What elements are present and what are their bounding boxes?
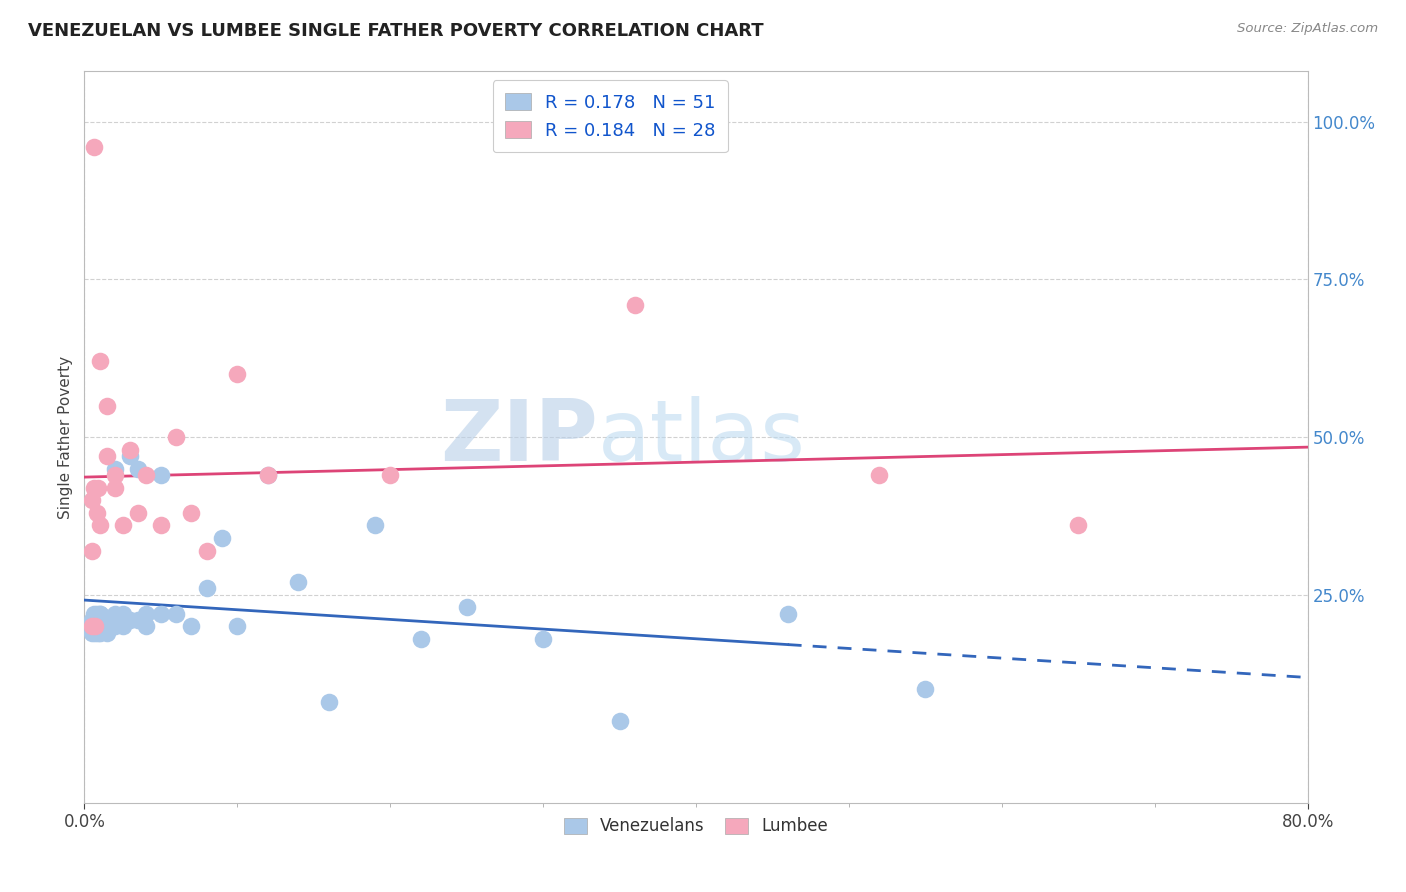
Point [86,613,108,627]
Point [409,632,432,646]
Point [80,543,103,558]
Point [180,506,202,520]
Point [84,613,107,627]
Point [104,467,127,482]
Point [86,619,108,633]
Text: Source: ZipAtlas.com: Source: ZipAtlas.com [1237,22,1378,36]
Point [86,506,108,520]
Point [776,607,799,621]
Point [96,449,118,463]
Point [111,619,134,633]
Point [364,518,387,533]
Point [80,625,103,640]
Point [87,613,110,627]
Point [89,619,111,633]
Point [149,607,172,621]
Point [80,613,103,627]
Point [80,493,103,508]
Point [83,481,105,495]
Legend: Venezuelans, Lumbee: Venezuelans, Lumbee [557,811,835,842]
Point [1067,518,1090,533]
Point [120,613,142,627]
Point [914,682,936,697]
Point [135,607,157,621]
Point [135,467,157,482]
Point [84,625,107,640]
Point [83,607,105,621]
Point [89,613,111,627]
Point [89,518,111,533]
Point [87,619,110,633]
Point [257,467,280,482]
Y-axis label: Single Father Poverty: Single Father Poverty [58,356,73,518]
Point [104,607,127,621]
Point [127,613,149,627]
Point [149,467,172,482]
Point [87,625,110,640]
Point [211,531,233,545]
Point [84,619,107,633]
Point [83,140,105,154]
Point [87,481,110,495]
Point [531,632,554,646]
Point [80,619,103,633]
Point [135,619,157,633]
Point [89,625,111,640]
Point [104,481,127,495]
Point [86,607,108,621]
Text: VENEZUELAN VS LUMBEE SINGLE FATHER POVERTY CORRELATION CHART: VENEZUELAN VS LUMBEE SINGLE FATHER POVER… [28,22,763,40]
Point [165,607,187,621]
Point [195,543,218,558]
Point [120,449,142,463]
Point [96,399,118,413]
Point [226,367,249,381]
Point [257,467,280,482]
Point [83,619,105,633]
Point [89,354,111,368]
Point [111,518,134,533]
Point [96,625,118,640]
Point [165,430,187,444]
Point [195,582,218,596]
Point [120,442,142,457]
Point [83,613,105,627]
Point [111,607,134,621]
Point [89,607,111,621]
Point [456,600,478,615]
Text: ZIP: ZIP [440,395,598,479]
Text: atlas: atlas [598,395,806,479]
Point [226,619,249,633]
Point [127,461,149,475]
Point [84,619,107,633]
Point [624,298,647,312]
Point [104,461,127,475]
Point [609,714,631,728]
Point [318,695,340,709]
Point [89,607,111,621]
Point [104,619,127,633]
Point [287,575,309,590]
Point [80,619,103,633]
Point [96,613,118,627]
Point [380,467,402,482]
Point [96,619,118,633]
Point [869,467,891,482]
Point [149,518,172,533]
Point [127,506,149,520]
Point [180,619,202,633]
